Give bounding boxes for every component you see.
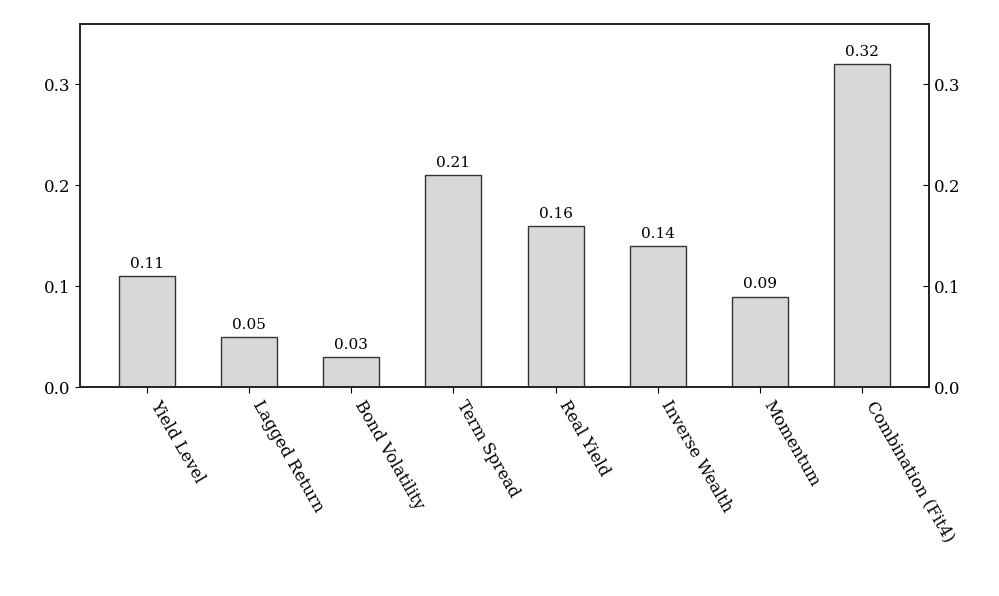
Bar: [221, 337, 277, 387]
Text: 0.09: 0.09: [743, 278, 777, 291]
Bar: [323, 357, 380, 387]
Text: 0.11: 0.11: [130, 257, 164, 271]
Text: 0.05: 0.05: [232, 318, 266, 332]
Bar: [629, 246, 686, 387]
Bar: [732, 297, 788, 387]
Bar: [426, 175, 482, 387]
Bar: [527, 226, 583, 387]
Text: 0.32: 0.32: [845, 45, 879, 59]
Text: 0.14: 0.14: [641, 227, 675, 241]
Text: 0.21: 0.21: [437, 156, 471, 170]
Text: 0.16: 0.16: [538, 207, 572, 221]
Bar: [834, 64, 890, 387]
Bar: [119, 277, 175, 387]
Text: 0.03: 0.03: [335, 338, 368, 352]
